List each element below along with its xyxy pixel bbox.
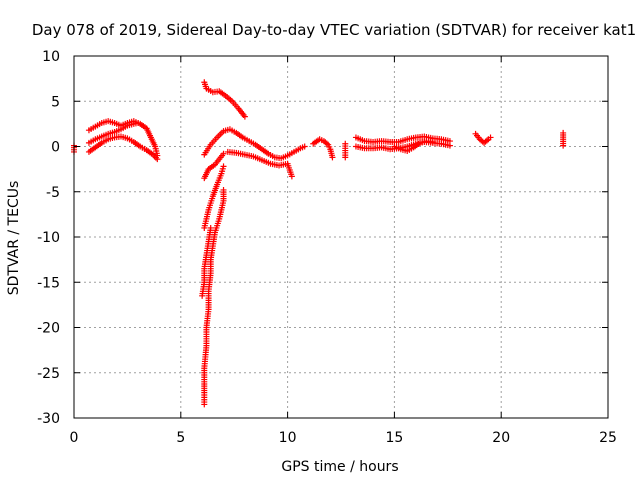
y-tick-label: -20 — [37, 321, 60, 337]
data-point — [342, 154, 349, 161]
x-axis-label: GPS time / hours — [281, 459, 398, 475]
data-point — [301, 143, 308, 150]
data-point — [154, 156, 161, 163]
x-tick-label: 20 — [492, 430, 510, 446]
tick-labels: 0 5 10 15 20 25 10 5 0 -5 -10 -15 -20 -25 -30 — [37, 49, 617, 446]
y-tick-label: -10 — [37, 230, 60, 246]
chart-title: Day 078 of 2019, Sidereal Day-to-day VTE… — [32, 21, 636, 39]
x-tick-label: 0 — [70, 430, 79, 446]
y-tick-label: -5 — [46, 185, 60, 201]
y-tick-label: 0 — [51, 140, 60, 156]
y-tick-label: -30 — [37, 411, 60, 427]
y-tick-label: 10 — [42, 49, 60, 65]
data-point — [288, 173, 295, 180]
data-point — [220, 186, 227, 193]
data-points — [71, 79, 567, 408]
y-tick-label: -25 — [37, 366, 60, 382]
data-point — [329, 154, 336, 161]
data-point — [429, 138, 436, 145]
grid — [74, 56, 608, 418]
data-point — [220, 163, 227, 170]
x-tick-label: 5 — [176, 430, 185, 446]
y-tick-label: -15 — [37, 275, 60, 291]
y-axis-label: SDTVAR / TECUs — [6, 181, 22, 296]
data-point — [207, 224, 214, 231]
y-tick-label: 5 — [51, 94, 60, 110]
data-point — [487, 134, 494, 141]
x-tick-label: 25 — [599, 430, 617, 446]
data-point — [241, 113, 248, 120]
data-point — [220, 150, 227, 157]
x-tick-label: 10 — [279, 430, 297, 446]
data-point — [560, 142, 567, 149]
axis-ticks — [73, 55, 609, 419]
data-point — [135, 119, 142, 126]
data-point — [446, 142, 453, 149]
x-tick-label: 15 — [385, 430, 403, 446]
